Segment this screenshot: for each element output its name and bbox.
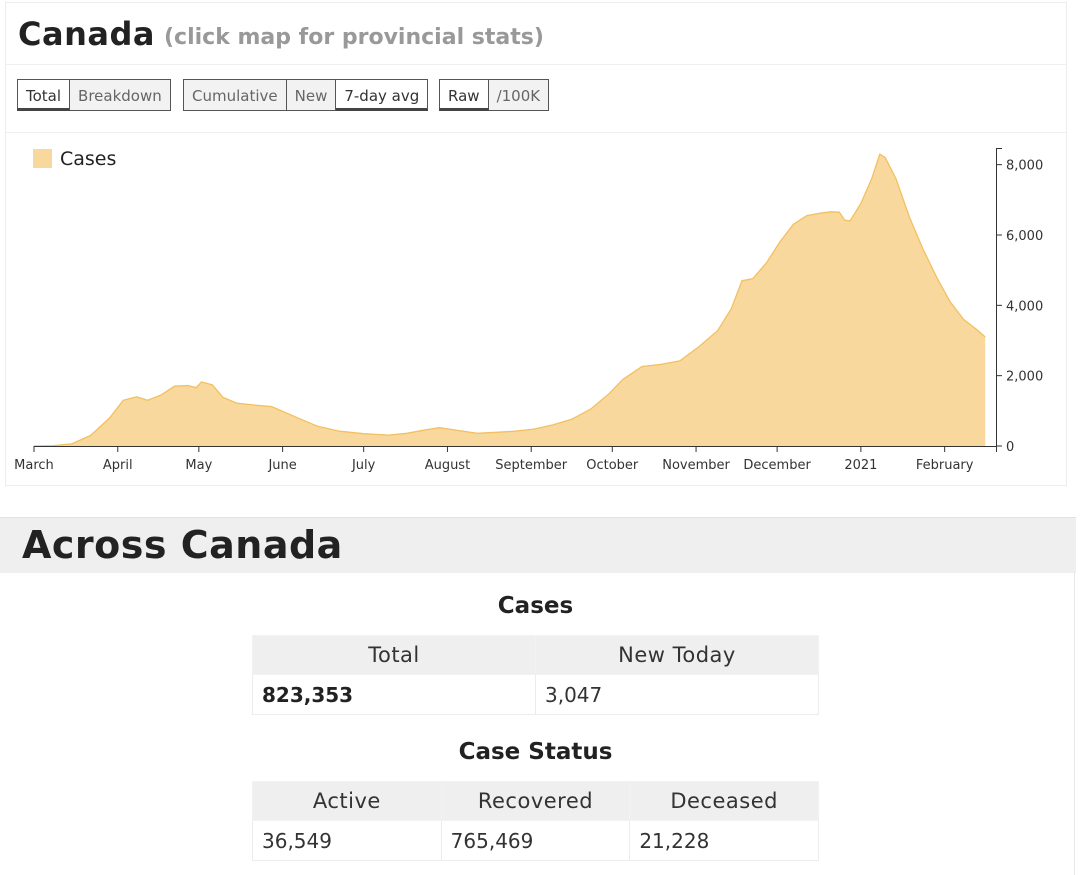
metric-toggle-group: Total Breakdown (17, 79, 171, 111)
cases-total-header: Total (252, 635, 536, 675)
cases-table: Total New Today 823,353 3,047 (252, 635, 819, 715)
cases-line (33, 153, 986, 447)
y-tick-label: 4,000 (1006, 299, 1043, 314)
title-row: Canada (click map for provincial stats) (6, 3, 1066, 65)
breakdown-button[interactable]: Breakdown (70, 79, 171, 111)
scale-toggle-group: Raw /100K (439, 79, 550, 111)
cases-new-today-value: 3,047 (535, 674, 819, 715)
toolbar: Total Breakdown Cumulative New 7-day avg… (6, 65, 1066, 133)
status-table: Active Recovered Deceased 36,549 765,469… (252, 781, 819, 861)
x-tick-label: February (916, 458, 974, 473)
map-hint[interactable]: (click map for provincial stats) (164, 25, 544, 50)
cases-area (34, 154, 986, 446)
cases-total-value: 823,353 (252, 674, 536, 715)
per-100k-button[interactable]: /100K (488, 79, 550, 111)
x-tick-label: 2021 (844, 458, 877, 473)
x-tick-label: August (425, 458, 471, 473)
cases-area-chart[interactable]: March April May June July August September Octo… (6, 133, 1066, 485)
x-tick-label: October (586, 458, 639, 473)
total-button[interactable]: Total (17, 79, 71, 111)
x-tick-label: April (103, 458, 133, 473)
x-tick-label: July (351, 458, 376, 473)
x-tick-label: March (14, 458, 54, 473)
section-header: Across Canada (0, 517, 1076, 573)
y-tick-label: 2,000 (1006, 370, 1043, 385)
x-tick-label: June (267, 458, 296, 473)
x-tick-label: May (185, 458, 212, 473)
deceased-header: Deceased (629, 781, 819, 821)
y-tick-label: 0 (1006, 440, 1014, 455)
x-tick-label: September (495, 458, 568, 473)
seven-day-avg-button[interactable]: 7-day avg (336, 79, 429, 111)
summary-panel (0, 572, 1075, 875)
mode-toggle-group: Cumulative New 7-day avg (183, 79, 429, 111)
recovered-value: 765,469 (440, 820, 631, 861)
recovered-header: Recovered (440, 781, 631, 821)
y-tick-label: 6,000 (1006, 229, 1043, 244)
cumulative-button[interactable]: Cumulative (183, 79, 287, 111)
chart-card: Canada (click map for provincial stats) … (5, 2, 1067, 486)
section-title: Across Canada (22, 523, 343, 567)
raw-button[interactable]: Raw (439, 79, 489, 111)
cases-table-title: Cases (497, 593, 574, 619)
active-value: 36,549 (252, 820, 442, 861)
legend-swatch (33, 149, 52, 168)
y-tick-label: 8,000 (1006, 159, 1043, 174)
legend-label: Cases (60, 148, 116, 170)
x-tick-label: December (743, 458, 811, 473)
new-button[interactable]: New (286, 79, 337, 111)
active-header: Active (252, 781, 442, 821)
x-tick-label: November (662, 458, 730, 473)
status-table-title: Case Status (458, 739, 613, 765)
cases-new-today-header: New Today (535, 635, 819, 675)
deceased-value: 21,228 (629, 820, 819, 861)
page-title: Canada (18, 15, 155, 53)
